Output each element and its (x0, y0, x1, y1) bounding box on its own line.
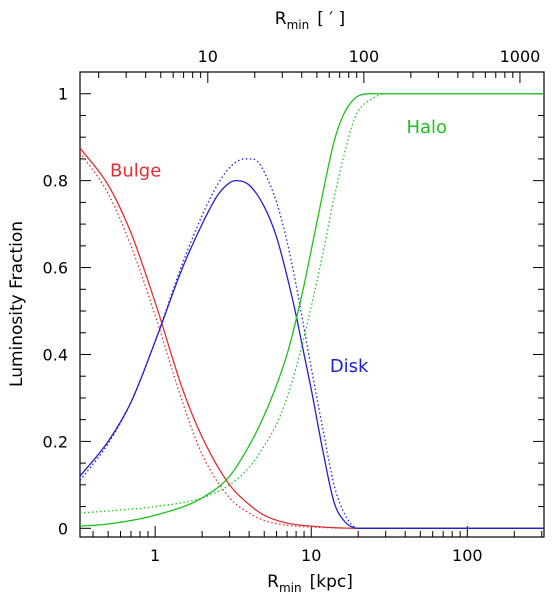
y-tick-label: 1 (58, 85, 68, 104)
y-tick-label: 0.6 (43, 259, 68, 278)
x-axis-label-main: R (267, 572, 279, 592)
top-tick-label: 1000 (500, 47, 541, 66)
halo-dotted-line (79, 93, 544, 514)
top-tick-label: 100 (349, 47, 380, 66)
top-axis-label-unit: [ ′ ] (317, 9, 345, 29)
tick-labels: 1 10 100 10 100 1000 0 0.2 0.4 0.6 0.8 1 (43, 47, 541, 565)
x-axis-label-unit: [kpc] (310, 572, 353, 592)
y-tick-label: 0.4 (43, 345, 68, 364)
plot-frame (79, 71, 545, 538)
bulge-label: Bulge (110, 160, 161, 181)
curve-annotations: Bulge Disk Halo (110, 117, 447, 377)
top-axis-label-sub: min (287, 18, 310, 32)
top-tick-label: 10 (198, 47, 218, 66)
y-axis-label: Luminosity Fraction (7, 221, 27, 387)
x-tick-label: 100 (452, 546, 483, 565)
y-tick-label: 0.8 (43, 172, 68, 191)
bulge-dotted-line (79, 152, 544, 529)
x-axis-label-sub: min (279, 581, 302, 595)
x-tick-label: 10 (301, 546, 321, 565)
halo-solid-line (79, 93, 544, 527)
top-axis-label-main: R (275, 9, 287, 29)
disk-dotted-line (79, 158, 544, 529)
halo-label: Halo (406, 117, 447, 138)
x-tick-label: 1 (150, 546, 160, 565)
top-axis-label: Rmin [ ′ ] (275, 9, 345, 32)
bulge-solid-line (79, 147, 544, 529)
axis-ticks (80, 72, 544, 537)
disk-label: Disk (330, 356, 369, 377)
y-tick-label: 0 (58, 519, 68, 538)
data-curves (79, 93, 544, 529)
y-tick-label: 0.2 (43, 432, 68, 451)
x-axis-label: Rmin [kpc] (267, 572, 353, 595)
